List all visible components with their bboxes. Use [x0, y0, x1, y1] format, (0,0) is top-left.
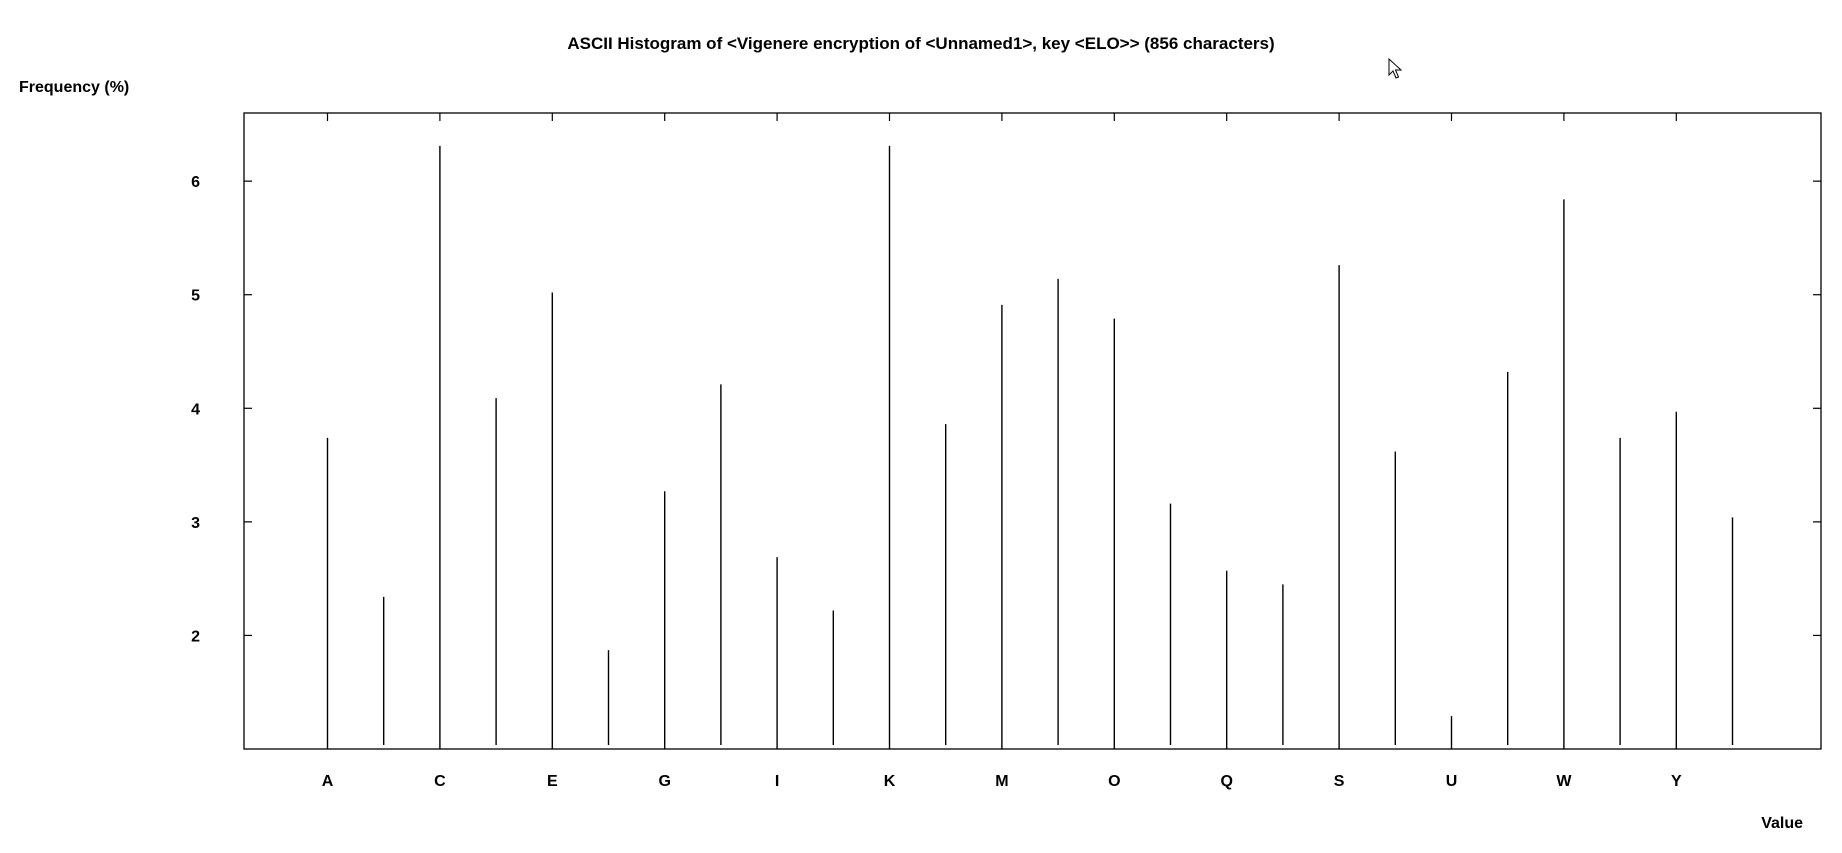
y-axis-ticks: 2 3 4 5 6	[191, 174, 1821, 645]
x-tick-label: A	[322, 773, 334, 790]
y-tick-label: 2	[191, 628, 200, 645]
mouse-pointer-icon	[1388, 57, 1403, 85]
y-tick-label: 6	[191, 174, 200, 191]
x-tick-label: K	[884, 773, 896, 790]
x-tick-label: C	[434, 773, 446, 790]
x-tick-label: Y	[1671, 773, 1682, 790]
x-axis-title: Value	[1761, 815, 1803, 832]
plot-frame	[243, 112, 1822, 750]
x-tick-label: M	[995, 773, 1008, 790]
y-tick-label: 4	[191, 401, 200, 418]
chart-title: ASCII Histogram of <Vigenere encryption …	[567, 34, 1274, 53]
x-tick-label: E	[547, 773, 558, 790]
x-tick-label: Q	[1220, 773, 1232, 790]
x-tick-label: I	[775, 773, 779, 790]
x-tick-label: W	[1556, 773, 1572, 790]
bars	[326, 145, 1734, 749]
x-tick-label: U	[1446, 773, 1458, 790]
y-tick-label: 3	[191, 515, 200, 532]
x-tick-label: S	[1334, 773, 1345, 790]
x-tick-label: O	[1108, 773, 1120, 790]
y-tick-label: 5	[191, 288, 200, 305]
y-axis-title: Frequency (%)	[19, 79, 129, 96]
x-tick-label: G	[658, 773, 670, 790]
